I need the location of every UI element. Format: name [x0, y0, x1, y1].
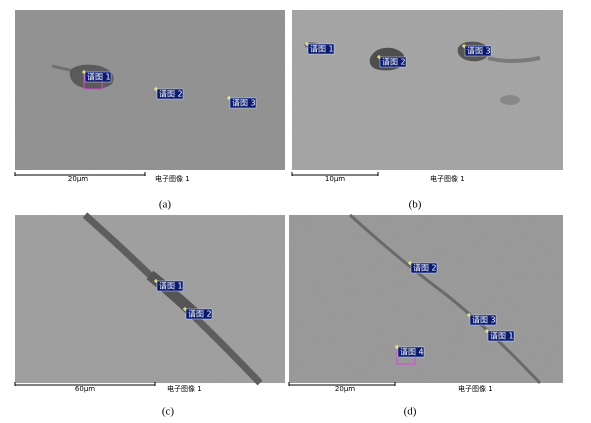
spectrum-tag [307, 43, 335, 55]
spectrum-tag [185, 308, 213, 320]
scale-label: 20µm [68, 175, 88, 183]
image-label: 电子图像 1 [430, 174, 465, 183]
spectrum-label: 谱图 2 [382, 57, 406, 67]
spectrum-label: 谱图 3 [467, 46, 491, 56]
caption: (a) [159, 199, 172, 211]
scale-label: 60µm [75, 385, 95, 393]
micrographs [15, 10, 563, 386]
image-label: 电子图像 1 [155, 174, 190, 183]
spectrum-tag [379, 56, 407, 68]
spectrum-label: 谱图 1 [159, 281, 183, 291]
image-label: 电子图像 1 [167, 384, 202, 393]
spectrum-label: 谱图 3 [232, 98, 256, 108]
spectrum-label: 谱图 1 [310, 44, 334, 54]
caption: (b) [409, 199, 422, 211]
spectrum-tag [397, 346, 425, 358]
spectrum-tag [229, 97, 257, 109]
spectrum-tag [410, 262, 438, 274]
spectrum-tag [156, 280, 184, 292]
spectrum-tag [487, 330, 515, 342]
spectrum-label: 谱图 1 [490, 331, 514, 341]
spectrum-tag [464, 45, 492, 57]
caption: (d) [404, 406, 417, 418]
image-label: 电子图像 1 [458, 384, 493, 393]
spectrum-tag [156, 88, 184, 100]
spectrum-tag [84, 71, 112, 83]
scale-label: 10µm [325, 175, 345, 183]
spectrum-tag [469, 314, 497, 326]
spectrum-label: 谱图 2 [413, 263, 437, 273]
spectrum-label: 谱图 4 [400, 347, 424, 357]
caption: (c) [162, 406, 175, 418]
spectrum-label: 谱图 3 [472, 315, 496, 325]
spectrum-label: 谱图 1 [87, 72, 111, 82]
spectrum-label: 谱图 2 [159, 89, 183, 99]
scale-label: 20µm [335, 385, 355, 393]
spectrum-label: 谱图 2 [188, 309, 212, 319]
